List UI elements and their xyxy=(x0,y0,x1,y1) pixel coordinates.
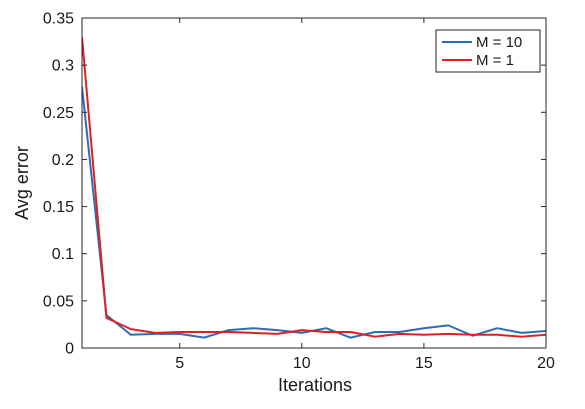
y-axis-label: Avg error xyxy=(12,146,32,220)
legend: M = 10M = 1 xyxy=(435,29,541,73)
x-axis-label: Iterations xyxy=(278,375,352,395)
y-tick-label: 0.35 xyxy=(43,11,74,28)
legend-box xyxy=(435,29,541,73)
y-tick-label: 0.25 xyxy=(43,105,74,122)
axes-box xyxy=(81,17,547,349)
y-tick-label: 0.1 xyxy=(52,246,74,263)
series-line-2 xyxy=(82,36,546,338)
axes: 5 10 15 20 0 0.05 0.1 0.15 0.2 0.25 0.3 0.35 xyxy=(43,11,555,373)
y-tick-label: 0.3 xyxy=(52,58,74,75)
x-tick-label: 20 xyxy=(537,355,555,372)
y-tick-label: 0.05 xyxy=(43,293,74,310)
x-tick-label: 10 xyxy=(293,355,311,372)
y-tick-label: 0 xyxy=(65,341,74,358)
x-tick-label: 5 xyxy=(175,355,184,372)
legend-label-1: M = 10 xyxy=(476,34,522,51)
series-line-1 xyxy=(82,86,546,339)
y-tick-label: 0.15 xyxy=(43,199,74,216)
x-tick-label: 15 xyxy=(415,355,433,372)
plot-area xyxy=(82,36,546,339)
legend-label-2: M = 1 xyxy=(476,52,514,69)
y-tick-label: 0.2 xyxy=(52,152,74,169)
